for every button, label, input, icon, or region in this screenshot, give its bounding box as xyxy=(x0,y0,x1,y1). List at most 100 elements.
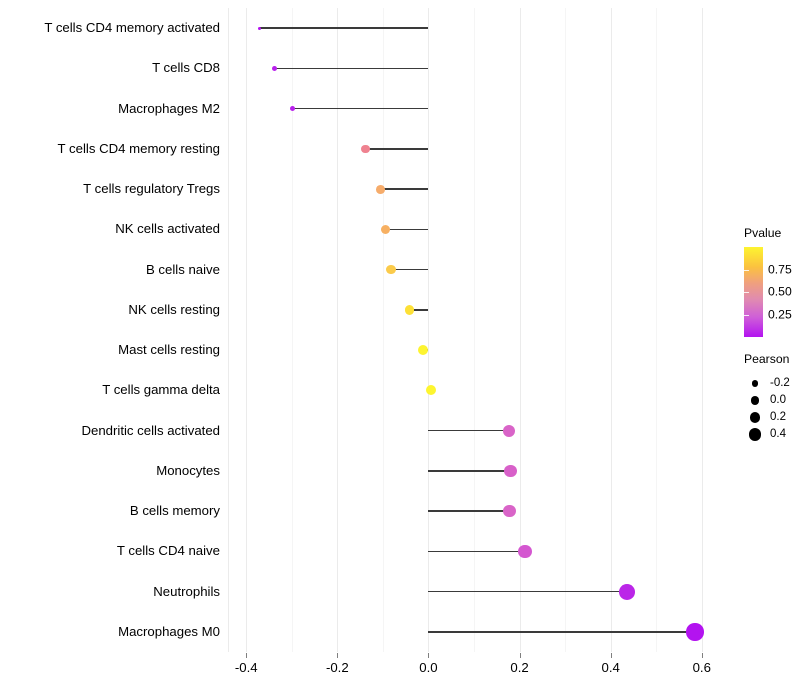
x-axis-tick-mark xyxy=(610,653,612,658)
x-axis-tick-mark xyxy=(519,653,521,658)
pvalue-legend-title: Pvalue xyxy=(744,226,782,240)
lollipop-point[interactable] xyxy=(386,265,396,275)
lollipop-stem xyxy=(391,268,429,271)
lollipop-point[interactable] xyxy=(503,504,516,518)
x-axis-tick-label: 0.0 xyxy=(419,660,438,675)
y-axis-tick-label: T cells CD4 memory resting xyxy=(57,140,220,156)
y-axis-tick-label: B cells naive xyxy=(145,261,220,277)
pearson-legend-row: 0.2 xyxy=(744,409,790,426)
y-axis-tick-label: NK cells activated xyxy=(115,221,220,237)
gridline-minor xyxy=(474,8,475,652)
lollipop-stem xyxy=(428,550,525,553)
colorbar-tick-mark xyxy=(744,314,749,316)
lollipop-stem xyxy=(274,67,429,70)
y-axis-tick-label: T cells CD4 naive xyxy=(116,543,220,559)
pearson-legend-key xyxy=(744,380,766,387)
lollipop-point[interactable] xyxy=(502,424,515,437)
pearson-legend-dot xyxy=(748,428,762,441)
x-axis-tick-mark xyxy=(337,653,339,658)
pearson-legend-row: -0.2 xyxy=(744,375,790,392)
gridline-minor xyxy=(565,8,567,652)
x-axis-tick-mark xyxy=(701,653,703,658)
lollipop-point[interactable] xyxy=(361,144,370,154)
gridline-minor xyxy=(382,8,384,652)
x-axis-tick-label: 0.2 xyxy=(510,660,529,675)
panel-left-edge xyxy=(228,8,229,652)
pearson-legend-key xyxy=(744,396,766,405)
lollipop-point[interactable] xyxy=(417,345,428,356)
lollipop-stem xyxy=(380,188,429,190)
pearson-legend-dot xyxy=(750,396,760,405)
y-axis-tick-label: Mast cells resting xyxy=(118,342,220,358)
gridline-minor xyxy=(291,8,293,652)
pearson-legend-keys: -0.2 0.0 0.2 0.4 xyxy=(744,375,790,443)
pearson-legend-dot xyxy=(751,380,759,387)
lollipop-stem xyxy=(259,27,429,29)
x-axis-tick-mark xyxy=(246,653,248,658)
pearson-legend-row: 0.4 xyxy=(744,426,790,443)
lollipop-stem xyxy=(428,510,510,512)
colorbar-tick-label: 0.75 xyxy=(768,262,792,276)
lollipop-point[interactable] xyxy=(518,544,532,558)
y-axis-labels: T cells CD4 memory activated T cells CD8 M… xyxy=(0,8,220,652)
lollipop-stem xyxy=(428,631,695,633)
x-axis-tick-label: -0.4 xyxy=(234,660,258,675)
lollipop-point[interactable] xyxy=(289,105,296,112)
pearson-legend-label: 0.4 xyxy=(770,428,786,440)
y-axis-tick-label: Monocytes xyxy=(156,462,220,478)
lollipop-point[interactable] xyxy=(426,385,437,396)
y-axis-tick-label: Dendritic cells activated xyxy=(81,422,220,438)
lollipop-point[interactable] xyxy=(376,184,385,194)
gridline-major xyxy=(246,8,248,652)
y-axis-tick-label: NK cells resting xyxy=(128,301,220,317)
x-axis-tick-mark xyxy=(428,653,430,658)
lollipop-stem xyxy=(365,148,429,150)
pearson-legend-label: 0.0 xyxy=(770,394,786,406)
colorbar-tick-label: 0.50 xyxy=(768,284,792,299)
x-axis-tick-label: -0.2 xyxy=(325,660,349,675)
pvalue-legend: Pvalue 0.25 0.50 0.75 xyxy=(744,226,792,337)
plot-panel xyxy=(228,8,720,652)
gridline-major xyxy=(337,8,339,652)
pearson-legend-key xyxy=(744,412,766,423)
gridline-major xyxy=(701,8,703,652)
lollipop-point[interactable] xyxy=(381,224,391,234)
lollipop-stem xyxy=(428,429,509,432)
y-axis-tick-label: T cells CD8 xyxy=(152,60,220,76)
pearson-legend-dot xyxy=(749,412,761,423)
lollipop-point[interactable] xyxy=(504,464,517,478)
pearson-legend: Pearson -0.2 0.0 0.2 0.4 xyxy=(744,352,790,443)
gridline-major xyxy=(519,8,521,652)
pearson-legend-row: 0.0 xyxy=(744,392,790,409)
lollipop-stem xyxy=(292,107,429,110)
y-axis-tick-label: Macrophages M0 xyxy=(118,623,220,639)
pearson-legend-label: -0.2 xyxy=(770,377,790,389)
lollipop-stem xyxy=(428,590,627,593)
pearson-legend-key xyxy=(744,428,766,441)
lollipop-point[interactable] xyxy=(686,623,704,641)
y-axis-tick-label: T cells regulatory Tregs xyxy=(83,181,220,197)
lollipop-point[interactable] xyxy=(404,305,415,315)
pvalue-colorbar-wrap: 0.25 0.50 0.75 xyxy=(744,247,792,337)
colorbar-tick-mark xyxy=(744,269,749,271)
y-axis-tick-label: Macrophages M2 xyxy=(118,100,220,116)
lollipop-stem xyxy=(409,309,429,311)
x-axis-tick-label: 0.6 xyxy=(692,660,711,675)
lollipop-stem xyxy=(428,470,511,472)
gridline-major xyxy=(428,8,430,652)
y-axis-tick-label: T cells CD4 memory activated xyxy=(44,20,220,36)
lollipop-point[interactable] xyxy=(258,26,262,30)
y-axis-tick-label: T cells gamma delta xyxy=(102,382,220,398)
gridline-minor xyxy=(656,8,658,652)
lollipop-stem xyxy=(385,228,429,231)
lollipop-point[interactable] xyxy=(618,583,635,600)
y-axis-tick-label: B cells memory xyxy=(129,503,220,519)
lollipop-point[interactable] xyxy=(271,65,277,71)
x-axis-tick-label: 0.4 xyxy=(601,660,620,675)
pearson-legend-label: 0.2 xyxy=(770,411,786,423)
colorbar-tick-label: 0.25 xyxy=(768,307,792,321)
gridline-major xyxy=(610,8,612,652)
colorbar-tick-mark xyxy=(744,292,749,293)
y-axis-tick-label: Neutrophils xyxy=(153,583,220,599)
